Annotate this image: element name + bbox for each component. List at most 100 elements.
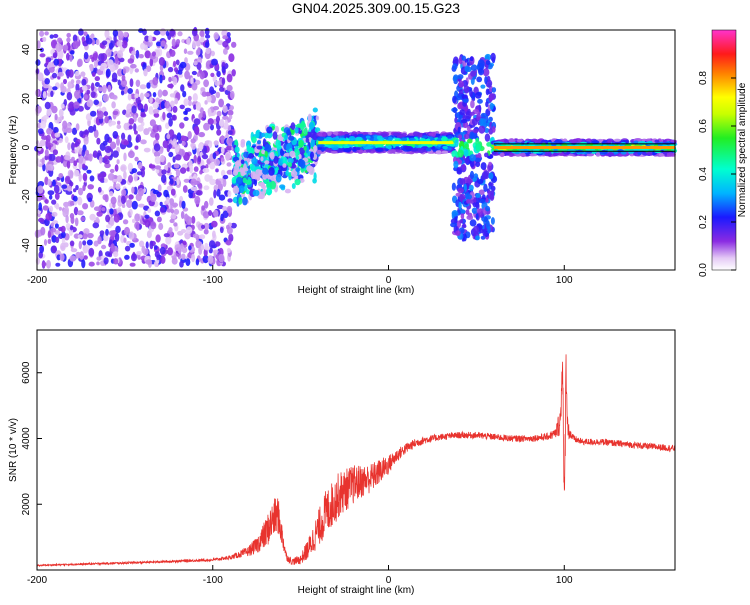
colorbar-tick-label: 0.2 [698, 215, 709, 229]
spectrogram-cell [294, 178, 301, 186]
spectrogram-cell [86, 99, 94, 108]
spectrogram-cell [95, 216, 100, 223]
spectrogram-cell [232, 185, 240, 194]
spectrogram-cell [447, 135, 453, 139]
spectrogram-cell [154, 156, 161, 165]
spectrogram-cell [46, 127, 53, 135]
spectrogram-cell [183, 110, 188, 115]
spectrogram-cell [225, 239, 232, 246]
spectrogram-cell [144, 35, 150, 42]
spectrogram-cell [152, 76, 159, 86]
spectrogram-cell [45, 163, 49, 172]
spectrogram-cell [325, 148, 333, 153]
spectrogram-cell [85, 37, 93, 45]
spectrogram-cell [282, 163, 287, 168]
spectrogram-cell [144, 92, 150, 98]
spectrogram-cell [179, 104, 185, 110]
spectrogram-x-tick-label: 0 [386, 275, 392, 286]
spectrogram-cell [44, 149, 49, 157]
spectrogram-cell [459, 109, 466, 116]
spectrogram-cell [468, 184, 474, 191]
spectrogram-cell [37, 185, 44, 194]
spectrogram-cell [131, 253, 137, 262]
spectrogram-cell [47, 230, 52, 239]
spectrogram-cell [80, 71, 86, 77]
spectrogram-cell [238, 197, 243, 205]
spectrogram-cell [189, 165, 193, 174]
spectrogram-cell [123, 170, 127, 180]
spectrogram-cell [461, 224, 467, 229]
spectrogram-cell [73, 160, 78, 167]
spectrogram-cell [123, 140, 129, 146]
spectrogram-cell [264, 160, 270, 165]
snr-y-tick-label: 4000 [21, 427, 32, 450]
spectrogram-cell [491, 87, 497, 93]
spectrogram-cell [474, 92, 482, 99]
spectrogram-cell [220, 135, 225, 144]
spectrogram-cell [216, 204, 224, 210]
spectrogram-cell [488, 182, 494, 187]
colorbar-scale [711, 29, 737, 271]
spectrogram-cell [123, 152, 127, 162]
spectrogram-cell [87, 184, 94, 190]
spectrogram-cell [203, 228, 209, 235]
spectrogram-cell [153, 245, 158, 250]
spectrogram-cell [153, 112, 160, 118]
spectrogram-cell [484, 76, 488, 85]
spectrogram-cell [413, 131, 421, 137]
spectrogram-cell [93, 99, 99, 106]
spectrogram-cell [198, 143, 204, 151]
spectrogram-cell [213, 32, 219, 40]
spectrogram-cell [107, 84, 112, 93]
spectrogram-cell [162, 111, 166, 121]
spectrogram-cell [131, 186, 135, 194]
spectrogram-cell [152, 101, 159, 109]
spectrogram-cell [190, 138, 196, 144]
spectrogram-cell [128, 231, 135, 240]
spectrogram-cell [154, 210, 161, 217]
spectrogram-cell [388, 136, 393, 141]
spectrogram-cell [488, 172, 494, 180]
spectrogram-cell [63, 201, 70, 208]
spectrogram-cell [202, 110, 206, 119]
spectrogram-cell [191, 253, 196, 263]
spectrogram-cell [46, 259, 51, 269]
spectrogram-cell [213, 140, 219, 146]
spectrogram-cell [477, 98, 483, 104]
spectrogram-panel: -200 -100 0 100 40 20 0 -20 -40 Height of strai… [8, 26, 678, 296]
spectrogram-cell [113, 213, 120, 223]
spectrogram-cell [75, 184, 79, 191]
spectrogram-cell [175, 39, 181, 45]
spectrogram-cell [466, 199, 471, 204]
spectrogram-heatmap [34, 26, 678, 269]
spectrogram-cell [322, 132, 327, 137]
spectrogram-cell [355, 136, 363, 141]
spectrogram-cell [441, 150, 449, 154]
spectrogram-cell [149, 119, 156, 127]
spectrogram-cell [168, 227, 173, 233]
spectrogram-cell [149, 164, 156, 169]
spectrogram-cell [226, 138, 234, 147]
spectrogram-cell [181, 253, 186, 260]
spectrogram-cell [216, 70, 221, 78]
spectrogram-cell [190, 186, 198, 192]
spectrogram-cell [54, 113, 58, 121]
spectrogram-cell [156, 216, 162, 223]
spectrogram-cell [306, 165, 313, 173]
spectrogram-cell [469, 219, 477, 227]
spectrogram-cell [316, 136, 325, 141]
spectrogram-cell [89, 63, 94, 72]
spectrogram-cell [131, 168, 138, 174]
spectrogram-cell [462, 98, 469, 103]
spectrogram-cell [207, 118, 214, 125]
spectrogram-cell [472, 225, 480, 234]
spectrogram-cell [64, 155, 71, 161]
spectrogram-cell [182, 185, 188, 193]
spectrogram-cell [348, 136, 356, 141]
spectrogram-cell [60, 85, 67, 93]
spectrogram-cell [107, 173, 115, 181]
spectrogram-cell [453, 160, 459, 169]
spectrogram-cell [490, 217, 495, 225]
spectrogram-cell [174, 154, 182, 161]
spectrogram-cell [485, 205, 491, 212]
